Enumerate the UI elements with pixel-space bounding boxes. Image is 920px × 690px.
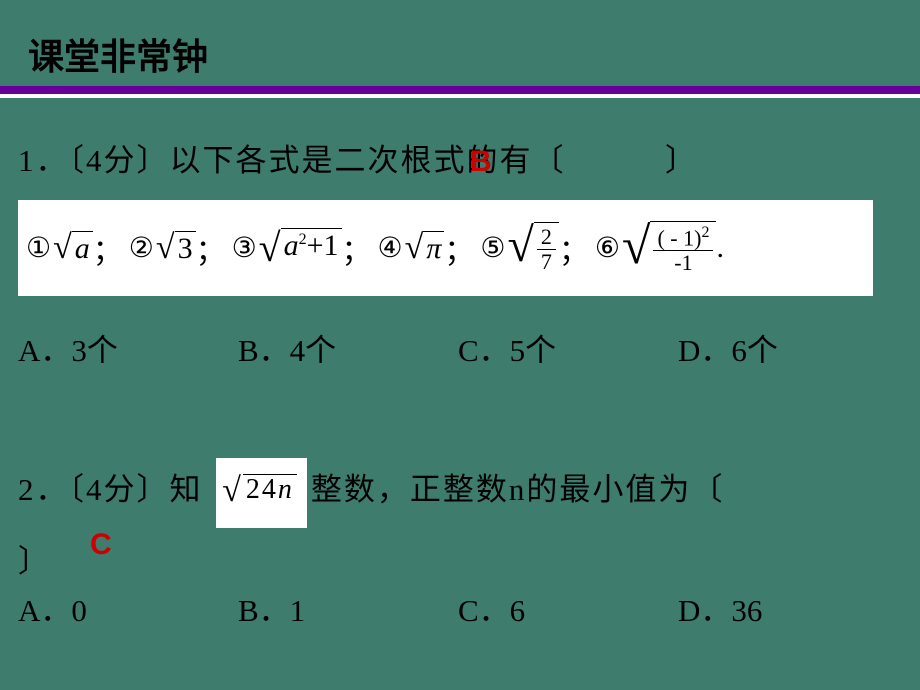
formula-item-2: ② √3 ； xyxy=(129,226,226,270)
circled-2: ② xyxy=(129,231,154,265)
question-1-formulas: ① √a ； ② √3 ； ③ √a2+1 ； ④ √π ； ⑤ √ 27 ； … xyxy=(18,200,873,296)
frac-top-6: ( - 1)2 xyxy=(653,224,713,252)
q2-option-b: B．1 xyxy=(238,585,458,630)
q2-option-c: C．6 xyxy=(458,585,678,630)
q1-suffix: 〕 xyxy=(665,143,698,178)
circled-1: ① xyxy=(26,231,51,265)
frac-bot-5: 7 xyxy=(537,250,556,274)
q2-option-a: A．0 xyxy=(18,585,238,630)
radicand-4: π xyxy=(423,231,444,265)
radicand-24n: 24n xyxy=(243,474,297,506)
formula-item-6: ⑥ √ ( - 1)2-1 . xyxy=(595,221,724,276)
question-1-stem: 1．〔4分〕以下各式是二次根式的有〔 〕 xyxy=(18,135,698,180)
circled-5: ⑤ xyxy=(480,231,505,265)
question-2-stem: 2．〔4分〕知 √24n 整数，正整数n的最小值为〔 〕 xyxy=(18,456,888,596)
q2-pre: 2．〔4分〕知 xyxy=(18,472,203,507)
circled-4: ④ xyxy=(378,231,403,265)
divider-white xyxy=(0,94,920,98)
circled-6: ⑥ xyxy=(595,231,620,265)
radicand-6: ( - 1)2-1 xyxy=(650,221,716,276)
question-1-answer: B xyxy=(470,145,492,179)
formula-item-3: ③ √a2+1 ； xyxy=(232,226,372,270)
divider-purple xyxy=(0,86,920,94)
formula-item-4: ④ √π ； xyxy=(378,226,475,270)
radicand-3: a2+1 xyxy=(281,228,342,262)
q1-option-d: D．6个 xyxy=(678,325,898,370)
question-2-answer: C xyxy=(90,528,112,562)
q2-option-d: D．36 xyxy=(678,585,898,630)
circled-3: ③ xyxy=(232,231,257,265)
slide-title: 课堂非常钟 xyxy=(28,28,208,80)
formula-item-5: ⑤ √ 27 ； xyxy=(480,222,588,274)
title-divider xyxy=(0,86,920,98)
q2-line2: 〕 xyxy=(18,544,51,579)
q1-option-b: B．4个 xyxy=(238,325,458,370)
question-2-options: A．0 B．1 C．6 D．36 xyxy=(18,585,898,630)
radicand-5: 27 xyxy=(534,222,559,274)
frac-top-5: 2 xyxy=(537,225,556,250)
q2-post: 整数，正整数n的最小值为〔 xyxy=(311,472,725,507)
frac-bot-6: -1 xyxy=(670,251,696,275)
question-1-options: A．3个 B．4个 C．5个 D．6个 xyxy=(18,325,898,370)
question-2-formula: √24n xyxy=(216,458,307,528)
q1-option-a: A．3个 xyxy=(18,325,238,370)
q1-option-c: C．5个 xyxy=(458,325,678,370)
formula-item-1: ① √a ； xyxy=(26,226,123,270)
radicand-1: a xyxy=(72,231,93,265)
radicand-2: 3 xyxy=(175,231,196,265)
